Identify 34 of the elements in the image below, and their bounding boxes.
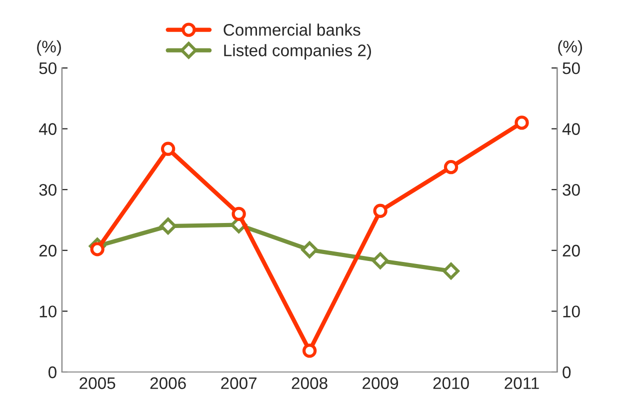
y2-tick-label: 50: [562, 62, 580, 74]
y-tick-label: 0: [48, 366, 56, 378]
point: [301, 241, 318, 258]
point: [90, 242, 104, 256]
point: [302, 344, 317, 358]
point: [373, 204, 388, 218]
y2-tick-label: 40: [562, 123, 580, 135]
y2-tick-label: 0: [562, 366, 571, 378]
point: [372, 252, 389, 270]
legend-label: Listed companies 2): [224, 44, 371, 60]
x-tick-label: 2007: [221, 377, 257, 390]
y2-axis-title: (%): [558, 40, 582, 56]
y-tick-label: 50: [39, 62, 56, 74]
y-tick-label: 30: [39, 184, 56, 196]
x-tick-label: 2008: [292, 377, 328, 390]
point: [232, 206, 246, 221]
x-tick-label: 2009: [362, 377, 398, 390]
point: [442, 262, 460, 280]
x-tick-label: 2006: [150, 377, 186, 390]
point: [160, 218, 176, 234]
point: [160, 142, 176, 156]
point: [514, 116, 529, 130]
y-tick-label: 40: [38, 123, 56, 135]
y2-tick-label: 10: [563, 306, 580, 318]
x-tick-label: 2005: [80, 377, 116, 390]
legend-label: Commercial banks: [224, 24, 360, 36]
y2-tick-label: 20: [562, 244, 580, 257]
y-axis-title: (%): [37, 40, 61, 56]
x-tick-label: 2010: [433, 377, 469, 390]
y-tick-label: 20: [39, 244, 56, 257]
point: [444, 160, 458, 174]
x-tick-label: 2011: [504, 377, 539, 390]
y-tick-label: 10: [40, 306, 56, 318]
y2-tick-label: 30: [562, 184, 580, 196]
